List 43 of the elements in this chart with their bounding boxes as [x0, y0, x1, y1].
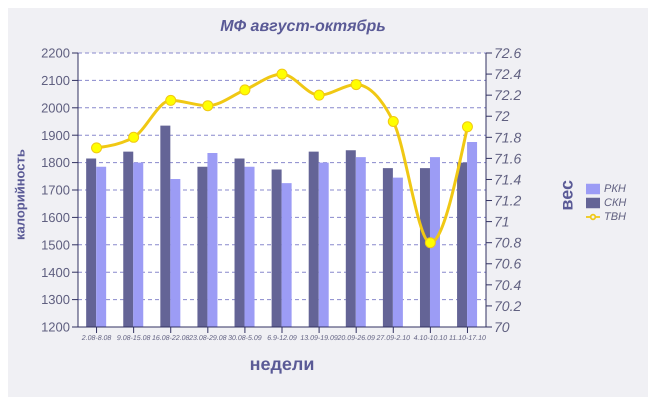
- y-tick-label: 2200: [41, 46, 70, 61]
- y2-tick-label: 70: [494, 318, 510, 335]
- y2-tick-label: 71: [494, 214, 510, 230]
- legend-label: ТВН: [604, 210, 626, 222]
- point: [350, 79, 362, 90]
- legend-label: РКН: [604, 182, 626, 194]
- point: [462, 121, 473, 132]
- y-tick-label: 1800: [41, 155, 70, 170]
- y2-tick-label: 70.8: [494, 234, 522, 251]
- y2-tick-label: 71.2: [494, 192, 522, 209]
- point: [424, 237, 436, 248]
- point: [128, 132, 140, 143]
- y2-tick-label: 72.6: [494, 44, 522, 61]
- y2-axis-title: вес: [556, 180, 576, 211]
- point: [388, 116, 399, 127]
- y2-tick-label: 72.2: [494, 87, 522, 104]
- y2-tick-label: 70.4: [494, 276, 522, 293]
- y2-tick-label: 71.6: [494, 150, 522, 166]
- y-tick-label: 1300: [41, 292, 70, 308]
- y-tick-label: 1200: [41, 320, 70, 335]
- y-tick-label: 1900: [41, 128, 70, 143]
- y2-tick-label: 71.8: [494, 129, 522, 146]
- y-tick-label: 1600: [41, 210, 70, 226]
- y-tick-label: 1700: [41, 182, 70, 198]
- point: [314, 90, 325, 101]
- y2-tick-label: 70.6: [494, 256, 522, 272]
- y2-tick-label: 71.4: [494, 171, 522, 188]
- point: [202, 100, 214, 112]
- point: [91, 142, 102, 154]
- y2-tick-label: 72.4: [494, 66, 522, 82]
- y-tick-label: 2100: [41, 73, 70, 88]
- point: [276, 68, 288, 80]
- y2-tick-label: 72: [494, 108, 510, 124]
- x-axis-title: недели: [250, 354, 314, 374]
- y-tick-label: 1400: [41, 264, 70, 280]
- y-axis-title: калорийность: [12, 149, 28, 240]
- point: [165, 94, 176, 106]
- legend-label: СКН: [604, 196, 626, 208]
- y-tick-label: 2000: [41, 100, 70, 116]
- point: [239, 84, 250, 96]
- y2-tick-label: 70.2: [494, 298, 522, 314]
- y-tick-label: 1500: [41, 237, 70, 252]
- chart-title: МФ август-октябрь: [219, 18, 387, 36]
